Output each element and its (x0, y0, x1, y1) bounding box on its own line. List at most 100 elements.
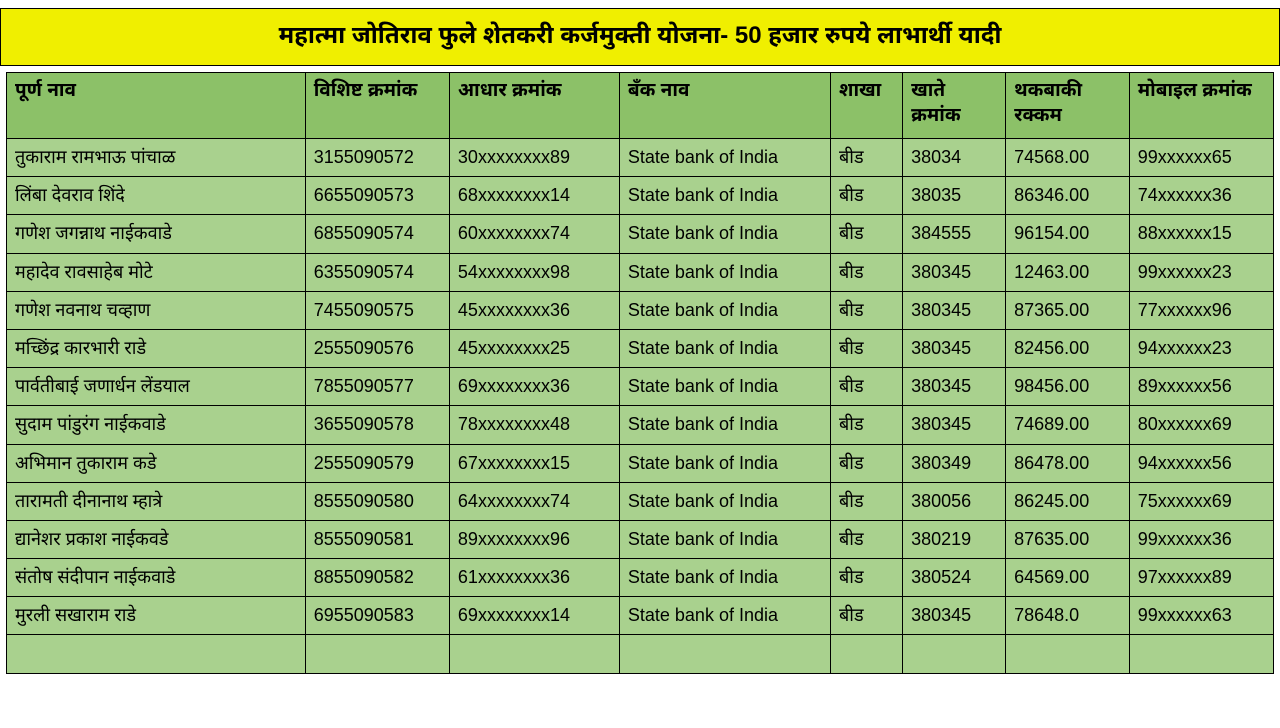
table-cell: बीड (831, 215, 903, 253)
table-cell: 45xxxxxxxx25 (449, 329, 619, 367)
table-cell: बीड (831, 520, 903, 558)
table-cell: बीड (831, 482, 903, 520)
table-row: मुरली सखाराम राडे695509058369xxxxxxxx14S… (7, 597, 1274, 635)
table-cell: 3655090578 (305, 406, 449, 444)
table-cell (449, 635, 619, 673)
table-cell: बीड (831, 444, 903, 482)
table-cell (619, 635, 830, 673)
table-cell: 94xxxxxx56 (1129, 444, 1273, 482)
table-cell: तुकाराम रामभाऊ पांचाळ (7, 139, 306, 177)
table-cell: 384555 (903, 215, 1006, 253)
col-mobile: मोबाइल क्रमांक (1129, 73, 1273, 139)
table-cell: 96154.00 (1006, 215, 1130, 253)
table-cell: State bank of India (619, 444, 830, 482)
table-cell: 89xxxxxxxx96 (449, 520, 619, 558)
table-cell: 61xxxxxxxx36 (449, 559, 619, 597)
table-cell: संतोष संदीपान नाईकवाडे (7, 559, 306, 597)
table-cell: State bank of India (619, 406, 830, 444)
table-cell: बीड (831, 559, 903, 597)
table-cell: 60xxxxxxxx74 (449, 215, 619, 253)
table-cell: 380345 (903, 291, 1006, 329)
table-cell: 8555090580 (305, 482, 449, 520)
table-row: अभिमान तुकाराम कडे255509057967xxxxxxxx15… (7, 444, 1274, 482)
table-cell: State bank of India (619, 329, 830, 367)
table-cell: मुरली सखाराम राडे (7, 597, 306, 635)
table-cell: 2555090576 (305, 329, 449, 367)
table-cell: State bank of India (619, 520, 830, 558)
table-cell: 69xxxxxxxx14 (449, 597, 619, 635)
table-cell: 74689.00 (1006, 406, 1130, 444)
table-cell: State bank of India (619, 482, 830, 520)
table-cell: 94xxxxxx23 (1129, 329, 1273, 367)
table-row: गणेश जगन्नाथ नाईकवाडे685509057460xxxxxxx… (7, 215, 1274, 253)
table-cell: State bank of India (619, 368, 830, 406)
table-cell: सुदाम पांडुरंग नाईकवाडे (7, 406, 306, 444)
table-cell: 380345 (903, 329, 1006, 367)
table-cell: 38035 (903, 177, 1006, 215)
table-cell: पार्वतीबाई जणार्धन लेंडयाल (7, 368, 306, 406)
table-cell: 6955090583 (305, 597, 449, 635)
table-cell: 8555090581 (305, 520, 449, 558)
table-cell: 67xxxxxxxx15 (449, 444, 619, 482)
table-cell: 86346.00 (1006, 177, 1130, 215)
col-amount: थकबाकी रक्कम (1006, 73, 1130, 139)
table-cell: द्यानेशर प्रकाश नाईकवडे (7, 520, 306, 558)
table-cell: 69xxxxxxxx36 (449, 368, 619, 406)
table-cell: State bank of India (619, 253, 830, 291)
table-row: द्यानेशर प्रकाश नाईकवडे855509058189xxxxx… (7, 520, 1274, 558)
table-cell: 6655090573 (305, 177, 449, 215)
table-cell: State bank of India (619, 559, 830, 597)
table-cell: 98456.00 (1006, 368, 1130, 406)
table-cell: 86245.00 (1006, 482, 1130, 520)
beneficiary-table: पूर्ण नाव विशिष्ट क्रमांक आधार क्रमांक ब… (6, 72, 1274, 674)
table-row: तुकाराम रामभाऊ पांचाळ315509057230xxxxxxx… (7, 139, 1274, 177)
table-cell: 30xxxxxxxx89 (449, 139, 619, 177)
table-cell: 380349 (903, 444, 1006, 482)
table-cell: State bank of India (619, 215, 830, 253)
table-row: सुदाम पांडुरंग नाईकवाडे365509057878xxxxx… (7, 406, 1274, 444)
table-cell: लिंबा देवराव शिंदे (7, 177, 306, 215)
table-row: संतोष संदीपान नाईकवाडे885509058261xxxxxx… (7, 559, 1274, 597)
table-cell: 87635.00 (1006, 520, 1130, 558)
table-cell: 74xxxxxx36 (1129, 177, 1273, 215)
col-name: पूर्ण नाव (7, 73, 306, 139)
table-cell: मच्छिंद्र कारभारी राडे (7, 329, 306, 367)
table-cell: 380345 (903, 597, 1006, 635)
table-cell: बीड (831, 597, 903, 635)
table-row: तारामती दीनानाथ म्हात्रे855509058064xxxx… (7, 482, 1274, 520)
table-cell: 99xxxxxx23 (1129, 253, 1273, 291)
table-cell: 99xxxxxx63 (1129, 597, 1273, 635)
table-cell (305, 635, 449, 673)
table-cell (1129, 635, 1273, 673)
table-cell: तारामती दीनानाथ म्हात्रे (7, 482, 306, 520)
table-cell: 89xxxxxx56 (1129, 368, 1273, 406)
table-cell: 2555090579 (305, 444, 449, 482)
table-cell: 7855090577 (305, 368, 449, 406)
table-cell: State bank of India (619, 597, 830, 635)
table-cell: 78648.0 (1006, 597, 1130, 635)
table-cell (903, 635, 1006, 673)
table-cell: 54xxxxxxxx98 (449, 253, 619, 291)
table-cell: महादेव रावसाहेब मोटे (7, 253, 306, 291)
table-cell (831, 635, 903, 673)
table-cell: 82456.00 (1006, 329, 1130, 367)
table-row: लिंबा देवराव शिंदे665509057368xxxxxxxx14… (7, 177, 1274, 215)
table-cell: बीड (831, 177, 903, 215)
table-row: गणेश नवनाथ चव्हाण745509057545xxxxxxxx36S… (7, 291, 1274, 329)
table-cell: 88xxxxxx15 (1129, 215, 1273, 253)
table-cell: बीड (831, 291, 903, 329)
table-cell: 380345 (903, 406, 1006, 444)
table-cell: 7455090575 (305, 291, 449, 329)
table-cell: 3155090572 (305, 139, 449, 177)
table-cell: 380345 (903, 253, 1006, 291)
table-row-empty (7, 635, 1274, 673)
table-cell: 38034 (903, 139, 1006, 177)
table-cell: 380345 (903, 368, 1006, 406)
col-branch: शाखा (831, 73, 903, 139)
table-cell: 6355090574 (305, 253, 449, 291)
col-aadhar: आधार क्रमांक (449, 73, 619, 139)
page-title: महात्मा जोतिराव फुले शेतकरी कर्जमुक्ती य… (0, 8, 1280, 66)
col-account: खाते क्रमांक (903, 73, 1006, 139)
table-cell: 68xxxxxxxx14 (449, 177, 619, 215)
table-cell: 75xxxxxx69 (1129, 482, 1273, 520)
